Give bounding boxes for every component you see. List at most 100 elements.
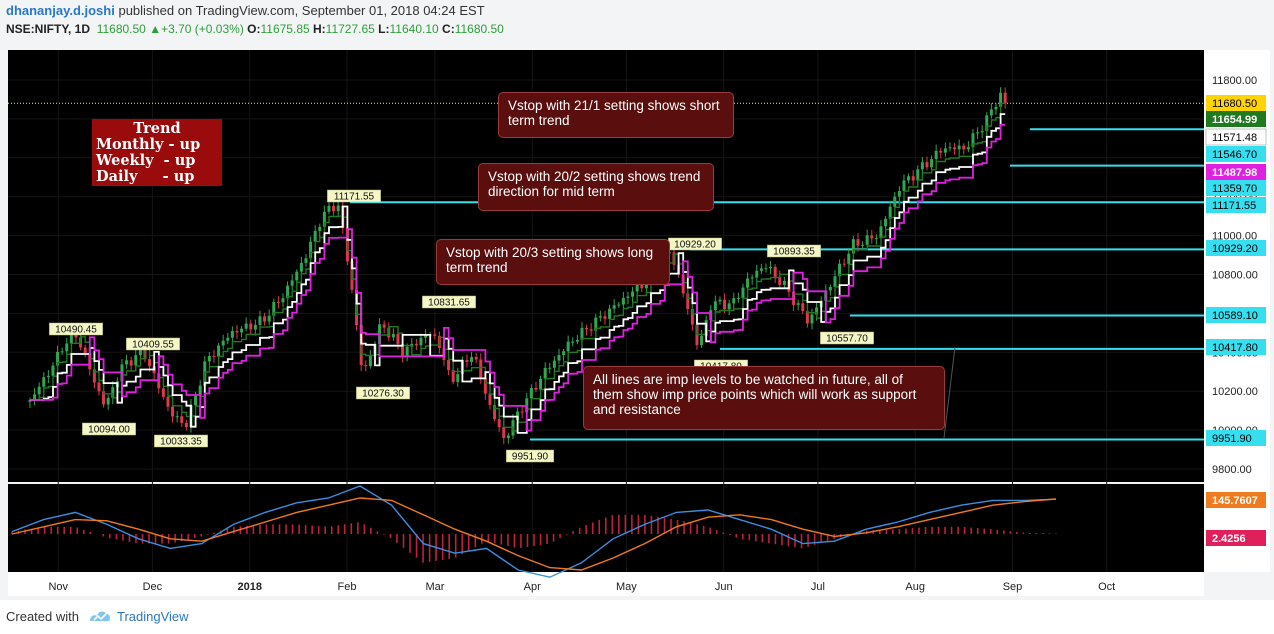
candle [299, 262, 303, 272]
candle [332, 205, 336, 212]
candle [603, 316, 607, 319]
price-tag-label: 11680.50 [1212, 98, 1257, 110]
candle [907, 176, 911, 181]
candle [235, 331, 239, 333]
candle [194, 395, 198, 406]
candle [713, 301, 717, 311]
tradingview-link[interactable]: TradingView [117, 609, 189, 624]
author-link[interactable]: dhananjay.d.joshi [6, 3, 115, 18]
candle [589, 329, 593, 331]
price-tag-label: 11359.70 [1212, 183, 1257, 195]
tradingview-logo-icon[interactable] [88, 608, 112, 624]
candle [60, 351, 64, 353]
y-tick-label: 11000.00 [1212, 231, 1257, 243]
vstop-short-line [30, 102, 1006, 432]
symbol-label[interactable]: NSE:NIFTY, 1D [6, 22, 91, 36]
candle [529, 387, 533, 399]
price-annotation-label: 10094.00 [88, 425, 130, 436]
note-vstop-short: Vstop with 21/1 setting shows short term… [498, 92, 734, 138]
candle [290, 280, 294, 286]
created-with-label: Created with [6, 609, 79, 624]
candle [451, 370, 455, 383]
candle [327, 205, 331, 212]
x-tick-label: Oct [1098, 581, 1115, 593]
macd-value-label: 145.7607 [1212, 495, 1258, 507]
trend-daily: Daily - up [96, 168, 195, 185]
low-value: 11640.10 [389, 22, 439, 36]
candle [580, 327, 584, 340]
candle [920, 162, 924, 170]
candle [106, 397, 110, 405]
candle [309, 241, 313, 259]
candle [874, 238, 878, 240]
x-tick-label: Feb [338, 581, 357, 593]
price-annotation-label: 10409.55 [132, 340, 174, 351]
x-tick-label: 2018 [237, 581, 261, 593]
candle [493, 404, 497, 420]
candle [962, 145, 966, 150]
candle [253, 324, 257, 330]
vstop-long-line [30, 123, 1006, 432]
candle [893, 196, 897, 207]
candle [810, 314, 814, 324]
candle [598, 316, 602, 318]
time-axis[interactable] [8, 572, 1204, 596]
candle [736, 297, 740, 299]
price-tag-label: 11171.55 [1212, 200, 1256, 212]
candle [364, 365, 368, 367]
candle [796, 303, 800, 305]
trend-weekly: Weekly - up [96, 152, 196, 169]
candle [506, 435, 510, 439]
candle [244, 323, 248, 329]
candle [419, 337, 423, 346]
candle [755, 270, 759, 278]
candle [175, 416, 179, 418]
candle [902, 180, 906, 191]
price-annotation [422, 295, 476, 309]
price-annotation [49, 322, 103, 336]
candle [815, 307, 819, 315]
candle [769, 266, 773, 269]
footer: Created with TradingView [0, 600, 1274, 634]
candle [433, 334, 437, 336]
ohlc-line: NSE:NIFTY, 1D 11680.50 ▲+3.70 (+0.03%) O… [6, 22, 504, 36]
candle [911, 176, 915, 181]
candle [313, 230, 317, 242]
price-tag [1206, 339, 1266, 355]
candle [447, 359, 451, 371]
candle [263, 316, 267, 322]
candle [718, 299, 722, 302]
candle [134, 355, 138, 366]
price-tag-label: 9951.90 [1212, 433, 1252, 445]
candle [33, 394, 37, 400]
candle [207, 355, 211, 362]
candle [28, 399, 32, 402]
candle [281, 298, 285, 303]
price-tag [1206, 240, 1266, 256]
candle [295, 271, 299, 281]
candle [888, 206, 892, 219]
candle [994, 106, 998, 110]
candle [925, 162, 929, 168]
candle [723, 299, 727, 310]
candle [971, 133, 975, 148]
x-tick-label: Jul [811, 581, 825, 593]
candle [198, 385, 202, 396]
candle [571, 341, 575, 343]
candle [999, 92, 1003, 107]
candle [539, 378, 543, 390]
candle [557, 355, 561, 361]
note-vstop-long: Vstop with 20/3 setting shows long term … [436, 239, 670, 285]
candle [148, 359, 152, 367]
candle [842, 263, 846, 265]
price-tag [1206, 180, 1266, 196]
close-value: 11680.50 [454, 22, 504, 36]
candle [217, 345, 221, 357]
candle [483, 378, 487, 394]
candle [249, 323, 253, 330]
note-levels: All lines are imp levels to be watched i… [583, 366, 945, 430]
price-tag-label: 11487.98 [1212, 167, 1257, 179]
price-change: +3.70 (+0.03%) [161, 22, 244, 36]
candle [184, 422, 188, 428]
candle [65, 343, 69, 352]
